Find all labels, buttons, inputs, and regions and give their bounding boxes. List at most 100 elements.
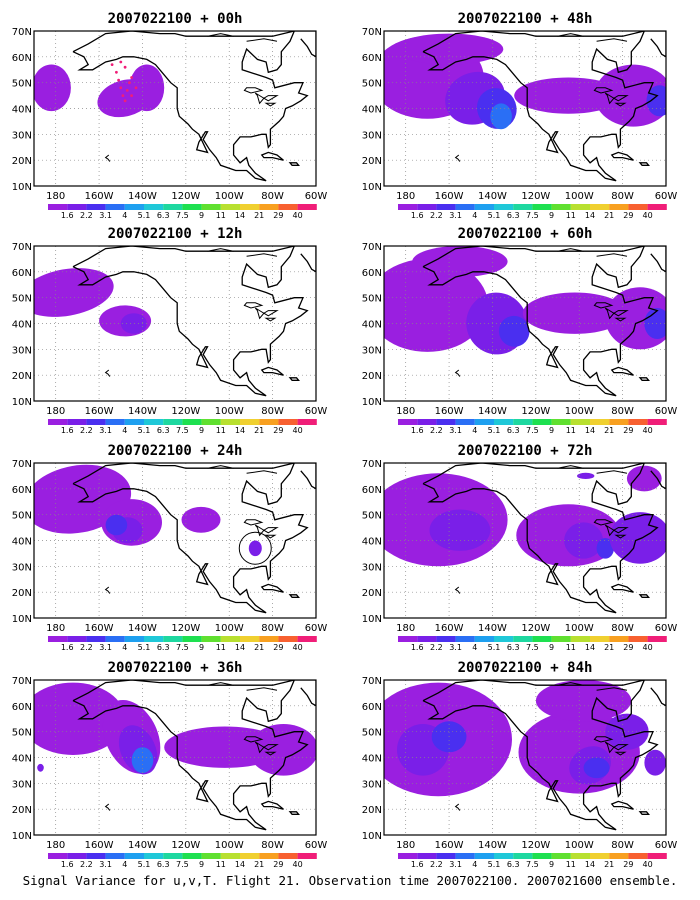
colorbar-swatch: [240, 204, 260, 210]
colorbar: 1.6 2.2 3.1 4 5.1 6.3 7.5 9 11 14 21 29 40: [398, 636, 667, 652]
variance-contour: [644, 749, 666, 776]
colorbar-swatch: [494, 204, 514, 210]
colorbar-swatch: [182, 419, 202, 425]
colorbar-label: 40: [643, 860, 653, 869]
colorbar-label: 21: [604, 211, 614, 220]
colorbar-label: 3.1: [99, 211, 112, 220]
latitude-label: 10N: [362, 831, 382, 842]
colorbar-swatch: [297, 636, 317, 642]
latitude-label: 10N: [362, 614, 382, 625]
colorbar-label: 7.5: [176, 643, 189, 652]
longitude-label: 160W: [85, 406, 114, 417]
colorbar-swatch: [220, 204, 240, 210]
colorbar-label: 29: [273, 426, 283, 435]
colorbar-label: 11: [216, 860, 226, 869]
variance-contour: [105, 514, 128, 536]
longitude-label: 80W: [261, 840, 284, 851]
colorbar-label: 9: [199, 211, 204, 220]
latitude-label: 60N: [12, 53, 32, 64]
map-frame: [33, 30, 317, 187]
longitude-label: 120W: [521, 406, 550, 417]
latitude-label: 70N: [12, 27, 32, 38]
colorbar-swatch: [240, 419, 260, 425]
colorbar-label: 29: [273, 211, 283, 220]
map-panel: 2007022100 + 60h 70N 60N 50N 40N 30N 20N 10N 180…: [362, 226, 678, 435]
latitude-label: 20N: [12, 588, 32, 599]
colorbar-label: 9: [199, 426, 204, 435]
colorbar-swatch: [124, 853, 144, 859]
colorbar-label: 29: [623, 211, 633, 220]
colorbar: 1.6 2.2 3.1 4 5.1 6.3 7.5 9 11 14 21 29 40: [48, 419, 317, 435]
colorbar-swatch: [494, 636, 514, 642]
graticule: [384, 680, 666, 835]
colorbar-label: 40: [643, 643, 653, 652]
colorbar-swatch: [455, 419, 475, 425]
colorbar-label: 4: [472, 860, 477, 869]
colorbar-swatch: [647, 204, 667, 210]
colorbar-swatch: [259, 204, 279, 210]
latitude-label: 20N: [12, 805, 32, 816]
colorbar-swatch: [417, 419, 437, 425]
colorbar-label: 3.1: [99, 426, 112, 435]
colorbar-swatch: [163, 419, 183, 425]
latitude-label: 50N: [12, 728, 32, 739]
colorbar-swatch: [417, 636, 437, 642]
variance-contour: [498, 315, 530, 347]
colorbar-label: 6.3: [507, 643, 520, 652]
colorbar-label: 9: [199, 860, 204, 869]
latitude-label: 70N: [362, 242, 382, 253]
colorbar-label: 2.2: [80, 426, 93, 435]
colorbar-label: 1.6: [411, 426, 424, 435]
colorbar-label: 3.1: [449, 860, 462, 869]
map-frame: [33, 679, 317, 836]
colorbar-swatch: [398, 419, 418, 425]
panel-title: 2007022100 + 60h: [458, 226, 593, 242]
longitude-label: 60W: [655, 191, 678, 202]
colorbar-swatch: [86, 853, 106, 859]
colorbar-label: 11: [216, 643, 226, 652]
graticule: [384, 246, 666, 401]
variance-contour: [181, 506, 221, 533]
variance-contour: [248, 540, 262, 557]
colorbar-swatch: [474, 853, 494, 859]
colorbar-label: 3.1: [449, 211, 462, 220]
colorbar-swatch: [494, 419, 514, 425]
colorbar-swatch: [48, 636, 68, 642]
latitude-label: 40N: [12, 754, 32, 765]
longitude-label: 160W: [85, 191, 114, 202]
colorbar-swatch: [551, 636, 571, 642]
latitude-label: 60N: [362, 702, 382, 713]
longitude-label: 120W: [521, 840, 550, 851]
longitude-label: 60W: [305, 623, 328, 634]
latitude-label: 40N: [362, 105, 382, 116]
coastline: [72, 31, 316, 182]
variance-contour: [535, 680, 632, 722]
colorbar-label: 14: [585, 643, 595, 652]
map-frame: [383, 245, 667, 402]
colorbar-label: 7.5: [176, 426, 189, 435]
longitude-label: 160W: [85, 623, 114, 634]
colorbar-label: 4: [122, 643, 127, 652]
colorbar-swatch: [474, 204, 494, 210]
map-panel: 2007022100 + 84h 70N 60N 50N 40N 30N 20N 10N 180…: [362, 660, 678, 869]
colorbar: 1.6 2.2 3.1 4 5.1 6.3 7.5 9 11 14 21 29 40: [48, 204, 317, 220]
longitude-label: 180: [396, 623, 415, 634]
colorbar-swatch: [647, 636, 667, 642]
colorbar-label: 7.5: [176, 860, 189, 869]
colorbar-swatch: [201, 419, 221, 425]
latitude-label: 50N: [12, 294, 32, 305]
colorbar-label: 14: [235, 860, 245, 869]
colorbar-swatch: [417, 853, 437, 859]
latitude-label: 60N: [12, 485, 32, 496]
colorbar-label: 9: [549, 643, 554, 652]
colorbar-swatch: [105, 204, 125, 210]
colorbar-label: 5.1: [488, 643, 501, 652]
variance-contour: [514, 77, 623, 114]
colorbar-label: 4: [472, 426, 477, 435]
colorbar-label: 1.6: [61, 211, 74, 220]
longitude-label: 80W: [611, 406, 634, 417]
colorbar-swatch: [494, 853, 514, 859]
colorbar-swatch: [278, 853, 298, 859]
colorbar-swatch: [551, 419, 571, 425]
